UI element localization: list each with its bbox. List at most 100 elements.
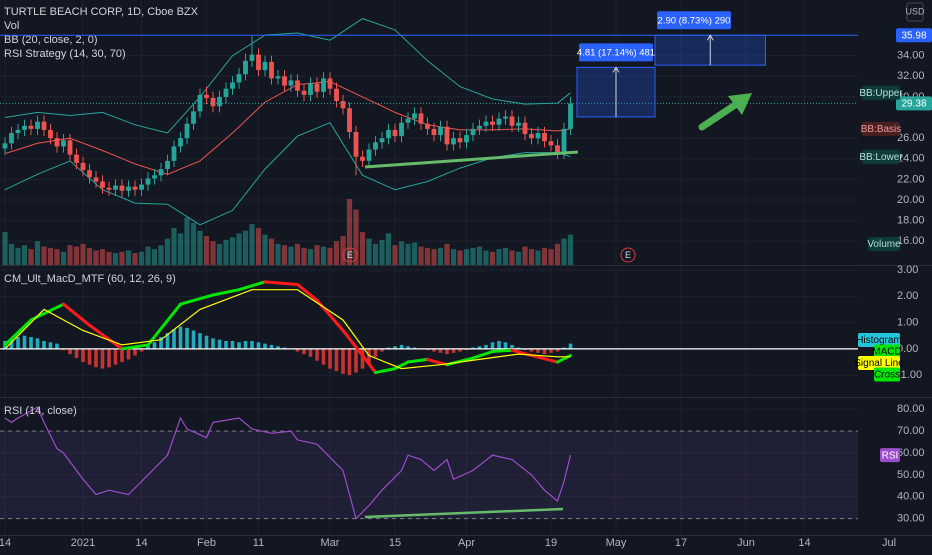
histogram-bar (555, 348, 560, 352)
candle-body (210, 97, 216, 107)
histogram-bar (172, 329, 176, 349)
y-tick-label: 24.00 (897, 153, 925, 165)
candle-body (48, 129, 53, 139)
macd-line-segment (361, 353, 378, 375)
candle-body (568, 103, 573, 129)
candle-body (457, 138, 463, 143)
volume-bar (333, 241, 340, 265)
y-tick-label: 40.00 (897, 491, 925, 503)
axis-tag (862, 85, 900, 100)
x-tick-label: 19 (545, 537, 557, 549)
histogram-bar (256, 342, 261, 349)
volume-bar (496, 249, 502, 265)
trend-line (364, 150, 579, 169)
histogram-bar (230, 340, 235, 349)
candle-body (379, 138, 385, 143)
histogram-bar (458, 348, 462, 352)
y-tick-label: 18.00 (897, 215, 925, 227)
histogram-bar (523, 348, 527, 351)
axis-tag (868, 237, 900, 251)
candle-body (269, 61, 274, 79)
y-tick-label: 80.00 (897, 403, 925, 415)
candle-body (412, 113, 417, 119)
volume-bar (359, 232, 366, 265)
volume-bar (125, 250, 132, 265)
histogram-bar (68, 348, 72, 355)
y-tick-label: -1.00 (897, 369, 922, 381)
measure-arrowhead (706, 34, 714, 41)
candle-body (477, 125, 482, 129)
volume-bar (177, 233, 184, 265)
candle-body (496, 118, 502, 125)
axis-tag (896, 28, 932, 43)
candle-body (340, 101, 346, 109)
histogram-bar (224, 340, 228, 349)
axis-tag-label: Cross (874, 370, 900, 381)
y-tick-label: 70.00 (897, 425, 925, 437)
candle-body (301, 90, 307, 95)
histogram-bar (61, 348, 66, 351)
axis-tag-label: RSI (882, 450, 899, 461)
candle-body (9, 133, 14, 144)
candle-body (516, 122, 521, 126)
candle-body (243, 60, 248, 75)
y-tick-label: 22.00 (897, 173, 925, 185)
volume-bar (411, 242, 418, 265)
candle-body (509, 116, 515, 126)
volume-bar (515, 251, 522, 265)
histogram-bar (386, 347, 391, 349)
volume-bar (223, 239, 229, 265)
histogram-bar (503, 342, 508, 349)
volume-bar (327, 247, 333, 265)
histogram-bar (334, 348, 339, 372)
volume-bar (281, 245, 288, 265)
volume-bar (47, 247, 54, 265)
candle-body (165, 160, 170, 170)
volume-bar (86, 247, 93, 265)
candle-body (28, 125, 34, 129)
volume-bar (437, 247, 444, 265)
volume-bar (450, 249, 457, 265)
axis-tag (880, 448, 900, 463)
candle-body (35, 121, 40, 129)
candle-body (334, 88, 339, 102)
currency: USD (905, 6, 925, 16)
histogram-bar (399, 344, 404, 349)
histogram-bar (328, 348, 332, 369)
volume-bar (8, 243, 15, 265)
histogram-bar (438, 348, 443, 353)
axis-tag (858, 333, 900, 347)
candle-body (548, 141, 554, 146)
volume-bar (255, 228, 262, 265)
volume-bar (275, 243, 281, 265)
earnings-label: E (625, 250, 631, 260)
volume-bar (301, 247, 307, 265)
volume-bar (60, 251, 67, 265)
marks (0, 18, 858, 520)
axis-tag-label: BB:Upper (859, 88, 903, 99)
volume-bar (2, 232, 8, 265)
volume-bar (554, 243, 561, 265)
volume-bar (93, 250, 99, 265)
axis-tag-label: 35.98 (901, 30, 926, 41)
x-tick-label: 14 (135, 537, 147, 549)
candle-body (74, 154, 79, 163)
candle-body (113, 185, 118, 190)
volume-bar (379, 239, 385, 265)
volume-bar (236, 233, 242, 265)
candle-body (191, 111, 196, 124)
volume-bar (509, 250, 515, 265)
volume-bar (489, 251, 496, 265)
volume-bar (398, 241, 405, 265)
histogram-bar (152, 342, 157, 349)
candle-body (464, 135, 469, 143)
histogram-bar (113, 348, 118, 365)
macd-line-segment (120, 343, 150, 351)
candle-body (236, 74, 242, 83)
candle-body (15, 129, 21, 134)
volume-bar (119, 251, 125, 265)
histogram-bar (497, 340, 501, 349)
volume-bar (463, 249, 470, 265)
candle-body (67, 140, 73, 155)
histogram-bar (42, 340, 46, 349)
